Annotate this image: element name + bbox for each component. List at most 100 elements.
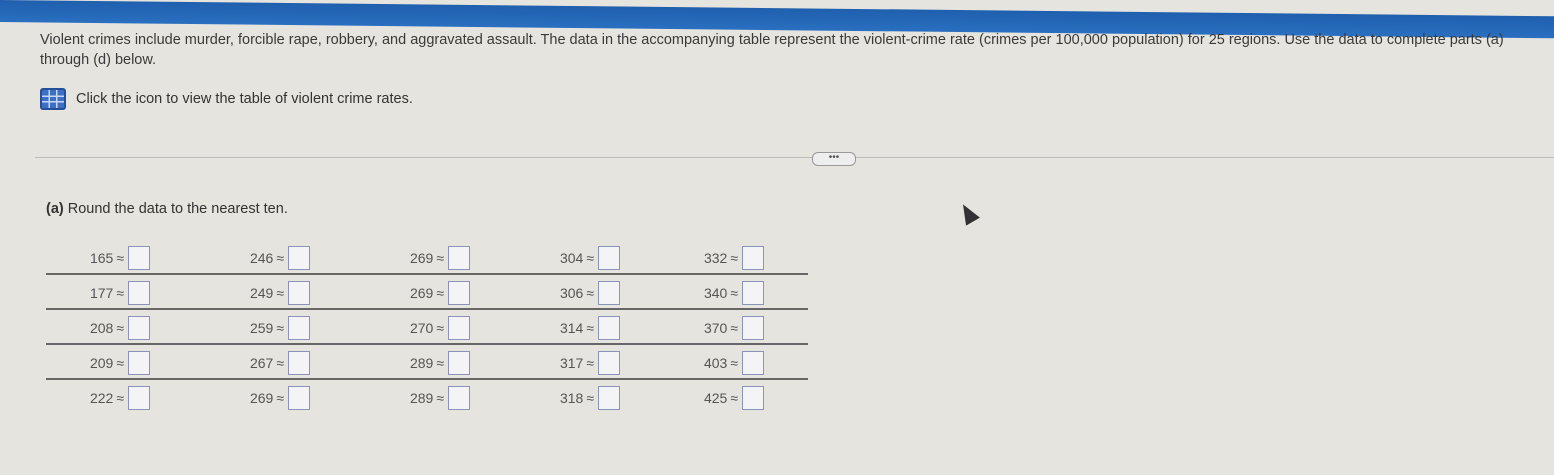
rounding-item: 317 ≈	[536, 351, 620, 375]
approx-symbol: ≈	[276, 390, 284, 406]
answer-input[interactable]	[598, 246, 620, 270]
grid-row: 208 ≈259 ≈270 ≈314 ≈370 ≈	[46, 310, 808, 345]
rounding-grid: 165 ≈246 ≈269 ≈304 ≈332 ≈177 ≈249 ≈269 ≈306 ≈340 ≈…	[46, 240, 808, 413]
rounding-item: 306 ≈	[536, 281, 620, 305]
approx-symbol: ≈	[116, 355, 124, 371]
rounding-item: 314 ≈	[536, 316, 620, 340]
grid-row: 222 ≈269 ≈289 ≈318 ≈425 ≈	[46, 380, 808, 413]
value-label: 306	[559, 285, 584, 301]
answer-input[interactable]	[598, 316, 620, 340]
answer-input[interactable]	[598, 281, 620, 305]
answer-input[interactable]	[598, 386, 620, 410]
value-label: 314	[559, 320, 584, 336]
approx-symbol: ≈	[116, 285, 124, 301]
approx-symbol: ≈	[116, 320, 124, 336]
rounding-item: 246 ≈	[226, 246, 310, 270]
rounding-item: 370 ≈	[680, 316, 764, 340]
rounding-item: 269 ≈	[386, 246, 470, 270]
approx-symbol: ≈	[436, 250, 444, 266]
value-label: 267	[249, 355, 274, 371]
rounding-item: 289 ≈	[386, 386, 470, 410]
approx-symbol: ≈	[116, 250, 124, 266]
rounding-item: 269 ≈	[226, 386, 310, 410]
approx-symbol: ≈	[586, 320, 594, 336]
rounding-item: 208 ≈	[66, 316, 150, 340]
answer-input[interactable]	[128, 386, 150, 410]
grid-row: 165 ≈246 ≈269 ≈304 ≈332 ≈	[46, 240, 808, 275]
answer-input[interactable]	[742, 351, 764, 375]
answer-input[interactable]	[288, 386, 310, 410]
value-label: 209	[89, 355, 114, 371]
answer-input[interactable]	[742, 246, 764, 270]
value-label: 289	[409, 355, 434, 371]
answer-input[interactable]	[128, 281, 150, 305]
rounding-item: 332 ≈	[680, 246, 764, 270]
answer-input[interactable]	[128, 351, 150, 375]
value-label: 269	[409, 285, 434, 301]
value-label: 425	[703, 390, 728, 406]
table-grid-icon[interactable]	[40, 88, 66, 110]
answer-input[interactable]	[288, 246, 310, 270]
answer-input[interactable]	[448, 281, 470, 305]
rounding-item: 304 ≈	[536, 246, 620, 270]
answer-input[interactable]	[448, 316, 470, 340]
rounding-item: 269 ≈	[386, 281, 470, 305]
value-label: 177	[89, 285, 114, 301]
answer-input[interactable]	[288, 281, 310, 305]
grid-row: 209 ≈267 ≈289 ≈317 ≈403 ≈	[46, 345, 808, 380]
approx-symbol: ≈	[276, 285, 284, 301]
approx-symbol: ≈	[586, 250, 594, 266]
answer-input[interactable]	[742, 316, 764, 340]
approx-symbol: ≈	[116, 390, 124, 406]
value-label: 340	[703, 285, 728, 301]
answer-input[interactable]	[288, 351, 310, 375]
value-label: 208	[89, 320, 114, 336]
value-label: 304	[559, 250, 584, 266]
value-label: 249	[249, 285, 274, 301]
rounding-item: 270 ≈	[386, 316, 470, 340]
approx-symbol: ≈	[730, 355, 738, 371]
rounding-item: 249 ≈	[226, 281, 310, 305]
approx-symbol: ≈	[436, 320, 444, 336]
value-label: 289	[409, 390, 434, 406]
value-label: 246	[249, 250, 274, 266]
rounding-item: 222 ≈	[66, 386, 150, 410]
approx-symbol: ≈	[730, 285, 738, 301]
answer-input[interactable]	[288, 316, 310, 340]
rounding-item: 177 ≈	[66, 281, 150, 305]
value-label: 259	[249, 320, 274, 336]
value-label: 318	[559, 390, 584, 406]
value-label: 270	[409, 320, 434, 336]
value-label: 269	[409, 250, 434, 266]
view-table-text[interactable]: Click the icon to view the table of viol…	[76, 91, 413, 107]
approx-symbol: ≈	[730, 250, 738, 266]
rounding-item: 165 ≈	[66, 246, 150, 270]
value-label: 165	[89, 250, 114, 266]
grid-row: 177 ≈249 ≈269 ≈306 ≈340 ≈	[46, 275, 808, 310]
answer-input[interactable]	[128, 316, 150, 340]
answer-input[interactable]	[448, 246, 470, 270]
approx-symbol: ≈	[586, 355, 594, 371]
value-label: 370	[703, 320, 728, 336]
view-table-link[interactable]: Click the icon to view the table of viol…	[40, 88, 413, 110]
approx-symbol: ≈	[730, 320, 738, 336]
rounding-item: 318 ≈	[536, 386, 620, 410]
rounding-item: 425 ≈	[680, 386, 764, 410]
approx-symbol: ≈	[586, 285, 594, 301]
value-label: 317	[559, 355, 584, 371]
part-a-label: (a)	[46, 201, 64, 217]
answer-input[interactable]	[742, 386, 764, 410]
rounding-item: 209 ≈	[66, 351, 150, 375]
value-label: 269	[249, 390, 274, 406]
approx-symbol: ≈	[436, 285, 444, 301]
approx-symbol: ≈	[276, 250, 284, 266]
answer-input[interactable]	[448, 351, 470, 375]
answer-input[interactable]	[742, 281, 764, 305]
answer-input[interactable]	[448, 386, 470, 410]
approx-symbol: ≈	[276, 355, 284, 371]
answer-input[interactable]	[598, 351, 620, 375]
approx-symbol: ≈	[586, 390, 594, 406]
expand-more-button[interactable]: •••	[812, 152, 856, 166]
approx-symbol: ≈	[436, 390, 444, 406]
answer-input[interactable]	[128, 246, 150, 270]
